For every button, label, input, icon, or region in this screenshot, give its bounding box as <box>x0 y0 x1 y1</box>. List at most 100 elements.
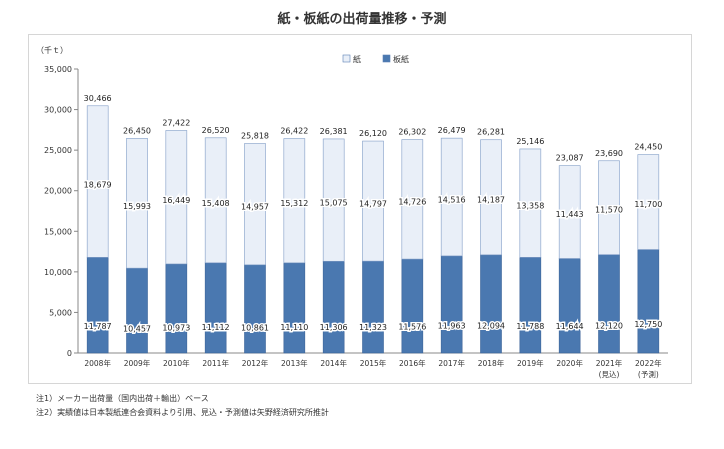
data-label-kami: 14,187 <box>477 196 505 205</box>
y-tick-label: 35,000 <box>44 65 72 74</box>
x-tick-label: 2015年 <box>360 358 387 368</box>
x-tick-label: 2016年 <box>399 358 426 368</box>
bar-itaban <box>244 264 266 354</box>
data-label-kami: 15,993 <box>123 202 151 211</box>
legend-swatch <box>342 54 351 63</box>
data-label-total: 24,450 <box>634 143 662 152</box>
data-label-kami: 11,570 <box>595 206 623 215</box>
y-unit-label: （千ｔ） <box>36 45 68 55</box>
bar-itaban <box>283 262 306 354</box>
y-tick-label: 5,000 <box>49 308 72 317</box>
x-tick-label: 2008年 <box>84 358 111 368</box>
legend-label: 板紙 <box>393 54 409 64</box>
bar-kami <box>86 105 109 258</box>
x-tick-label: 2011年 <box>202 358 229 368</box>
legend-label: 紙 <box>353 54 361 64</box>
x-tick-label: 2010年 <box>163 358 190 368</box>
bar-itaban <box>86 257 109 354</box>
bar-kami <box>637 154 660 250</box>
data-label-itaban: 11,110 <box>280 323 308 332</box>
data-label-total: 26,302 <box>398 128 426 137</box>
x-tick-label: 2017年 <box>438 358 465 368</box>
data-label-itaban: 11,576 <box>398 322 426 331</box>
y-tick-label: 0 <box>67 349 72 358</box>
data-label-itaban: 12,094 <box>477 321 505 330</box>
y-tick-label: 25,000 <box>44 146 72 155</box>
bar-itaban <box>637 249 660 354</box>
bar-itaban <box>598 254 620 354</box>
data-label-total: 25,146 <box>516 137 544 146</box>
bar-itaban <box>440 255 463 354</box>
data-label-total: 25,818 <box>241 132 269 141</box>
data-label-kami: 14,797 <box>359 199 387 208</box>
data-label-itaban: 10,861 <box>241 324 269 333</box>
y-tick-label: 10,000 <box>44 268 72 277</box>
data-label-itaban: 11,306 <box>320 323 348 332</box>
data-label-kami: 15,075 <box>320 199 348 208</box>
bar-itaban <box>126 267 148 354</box>
x-tick-label: 2014年 <box>320 358 347 368</box>
bar-kami <box>244 143 266 266</box>
data-label-itaban: 12,750 <box>634 320 662 329</box>
chart-notes: 注1）メーカー出荷量（国内出荷＋輸出）ベース 注2）実績値は日本製紙連合会資料よ… <box>36 392 329 420</box>
bar-kami <box>401 139 424 260</box>
x-tick-label: 2013年 <box>281 358 308 368</box>
data-label-total: 23,690 <box>595 149 623 158</box>
bar-kami <box>598 160 620 255</box>
data-label-itaban: 11,788 <box>516 322 544 331</box>
data-label-total: 26,479 <box>438 126 466 135</box>
bar-kami <box>165 130 188 265</box>
bar-itaban <box>519 257 542 354</box>
data-label-total: 23,087 <box>556 154 584 163</box>
data-label-kami: 11,443 <box>556 210 584 219</box>
y-tick-label: 30,000 <box>44 106 72 115</box>
x-tick-label: 2012年 <box>242 358 269 368</box>
bar-kami <box>440 137 463 257</box>
bar-itaban <box>558 258 581 354</box>
x-tick-label: 2021年 <box>596 358 623 368</box>
data-label-itaban: 11,112 <box>202 323 230 332</box>
chart-title: 紙・板紙の出荷量推移・予測 <box>277 12 447 27</box>
data-label-total: 27,422 <box>162 118 190 127</box>
x-tick-label: 2020年 <box>556 358 583 368</box>
data-label-total: 26,281 <box>477 128 505 137</box>
data-label-itaban: 11,787 <box>84 322 112 331</box>
data-label-total: 30,466 <box>84 94 112 103</box>
data-label-kami: 15,312 <box>280 199 308 208</box>
data-label-kami: 14,957 <box>241 203 269 212</box>
bar-itaban <box>204 262 227 354</box>
bar-kami <box>283 138 306 264</box>
bar-kami <box>519 148 542 258</box>
data-label-kami: 15,408 <box>202 199 230 208</box>
data-label-total: 26,381 <box>320 127 348 136</box>
data-label-itaban: 11,644 <box>556 322 584 331</box>
x-tick-label: 2019年 <box>517 358 544 368</box>
bar-itaban <box>362 260 384 354</box>
y-tick-label: 20,000 <box>44 187 72 196</box>
note-1: 注1）メーカー出荷量（国内出荷＋輸出）ベース <box>36 394 209 403</box>
bar-kami <box>362 140 384 262</box>
data-label-kami: 14,516 <box>438 195 466 204</box>
bar-itaban <box>165 263 188 354</box>
data-label-total: 26,120 <box>359 129 387 138</box>
data-label-total: 26,520 <box>202 126 230 135</box>
x-tick-label: 2022年 <box>635 358 662 368</box>
x-tick-sublabel: (予測) <box>638 369 659 379</box>
data-label-kami: 11,700 <box>634 200 662 209</box>
data-label-total: 26,450 <box>123 126 151 135</box>
note-2: 注2）実績値は日本製紙連合会資料より引用、見込・予測値は矢野経済研究所推計 <box>36 408 329 417</box>
data-label-itaban: 12,120 <box>595 321 623 330</box>
data-label-itaban: 11,963 <box>438 322 466 331</box>
data-label-itaban: 11,323 <box>359 323 387 332</box>
data-label-kami: 16,449 <box>162 196 190 205</box>
x-tick-sublabel: (見込) <box>599 370 620 379</box>
data-label-itaban: 10,457 <box>123 324 151 333</box>
data-label-itaban: 10,973 <box>162 323 190 332</box>
bar-kami <box>480 139 502 256</box>
bar-kami <box>204 137 227 264</box>
bar-kami <box>558 165 581 259</box>
bar-kami <box>126 138 148 269</box>
bar-itaban <box>480 254 502 354</box>
bar-kami <box>322 138 345 262</box>
